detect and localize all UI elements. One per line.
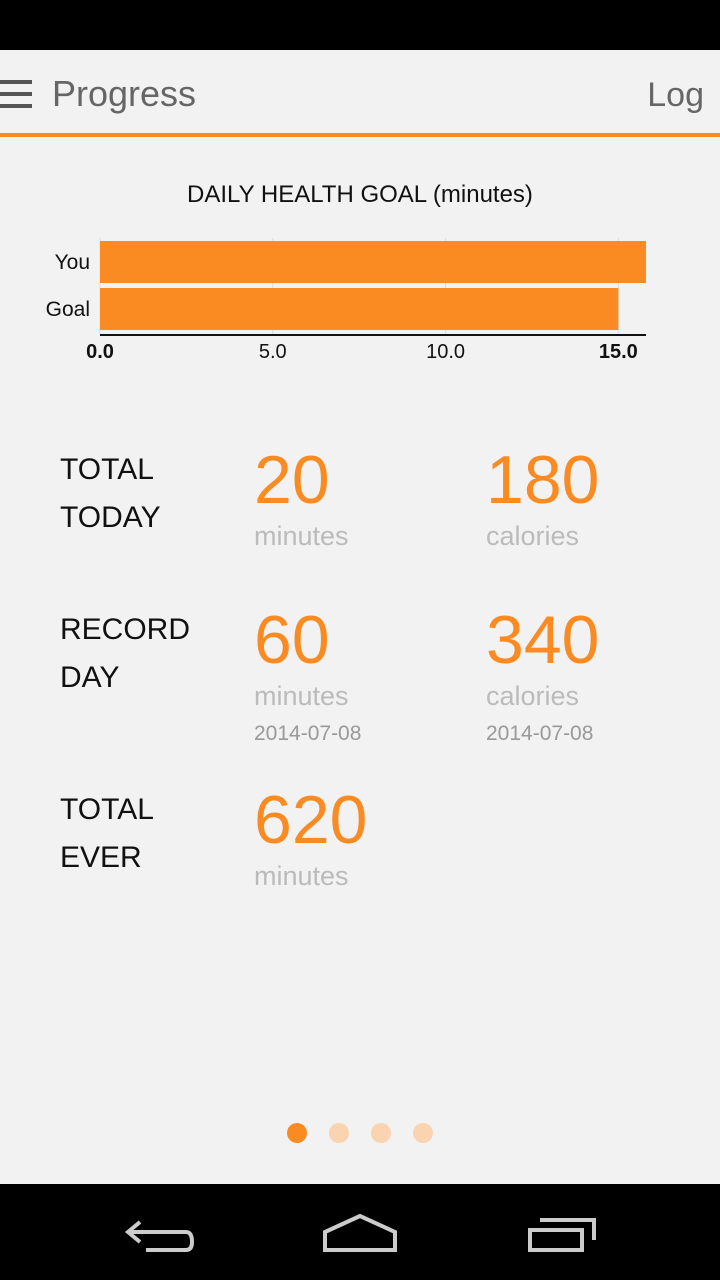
status-bar	[0, 0, 720, 50]
stat-label: DAY	[60, 661, 119, 694]
stat-unit: calories	[486, 681, 579, 711]
stat-date: 2014-07-08	[486, 722, 593, 745]
bar	[100, 288, 619, 330]
page-dot-active[interactable]	[287, 1123, 307, 1143]
nav-bar	[0, 1184, 720, 1280]
page-dot[interactable]	[371, 1123, 391, 1143]
stat-unit: minutes	[254, 681, 349, 711]
menu-line	[0, 104, 32, 108]
log-button[interactable]: Log	[647, 76, 704, 114]
chart: 0.0 5.0 10.0 15.0 You Goal	[46, 238, 646, 363]
stat-label: TOTAL	[60, 453, 154, 486]
recents-button[interactable]	[528, 1218, 596, 1252]
stat-value: 340	[486, 602, 599, 678]
x-tick-label: 10.0	[426, 341, 465, 363]
stat-label: TOTAL	[60, 793, 154, 826]
stat-value: 180	[486, 442, 599, 518]
y-tick-label: You	[55, 251, 90, 274]
app-bar-divider	[0, 133, 720, 137]
home-button[interactable]	[323, 1213, 397, 1252]
y-tick-label: Goal	[46, 298, 90, 321]
stat-value: 620	[254, 782, 367, 858]
menu-line	[0, 80, 32, 84]
back-button[interactable]	[124, 1220, 195, 1252]
stat-label: TODAY	[60, 501, 161, 534]
menu-line	[0, 92, 32, 96]
x-tick-label: 15.0	[599, 341, 638, 363]
menu-button[interactable]	[0, 80, 32, 108]
stat-value: 20	[254, 442, 330, 518]
app-title: Progress	[52, 73, 196, 114]
stat-label: RECORD	[60, 613, 190, 646]
stat-unit: minutes	[254, 861, 349, 891]
stat-value: 60	[254, 602, 330, 678]
stat-unit: minutes	[254, 521, 349, 551]
bar	[100, 241, 646, 283]
x-tick-label: 0.0	[86, 341, 114, 363]
app-bar	[0, 50, 720, 133]
stat-unit: calories	[486, 521, 579, 551]
x-tick-label: 5.0	[259, 341, 287, 363]
page-dot[interactable]	[413, 1123, 433, 1143]
stat-date: 2014-07-08	[254, 722, 361, 745]
page-dot[interactable]	[329, 1123, 349, 1143]
chart-title: DAILY HEALTH GOAL (minutes)	[187, 181, 533, 208]
stat-label: EVER	[60, 841, 142, 874]
